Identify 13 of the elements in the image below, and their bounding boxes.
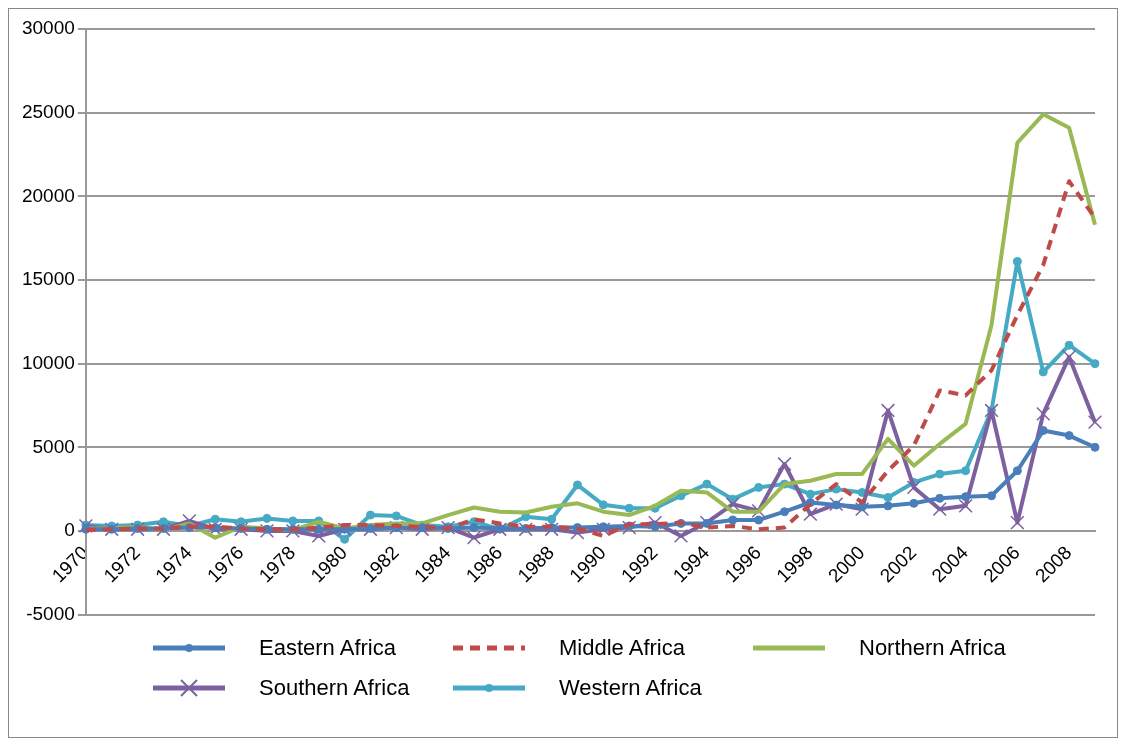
y-tick-label: 10000 (21, 351, 75, 373)
y-tick-label: 0 (64, 519, 75, 541)
y-tick-label: -5000 (26, 602, 75, 624)
y-tick-label: 20000 (21, 184, 75, 206)
legend-label: Northern Africa (859, 635, 1006, 661)
y-tick-label: 25000 (21, 100, 75, 122)
y-tick-label: 5000 (32, 435, 75, 457)
legend-label: Western Africa (559, 675, 702, 701)
legend-label: Middle Africa (559, 635, 685, 661)
legend-label: Eastern Africa (259, 635, 396, 661)
y-tick-label: 15000 (21, 268, 75, 290)
y-tick-label: 30000 (21, 17, 75, 39)
legend-label: Southern Africa (259, 675, 410, 701)
